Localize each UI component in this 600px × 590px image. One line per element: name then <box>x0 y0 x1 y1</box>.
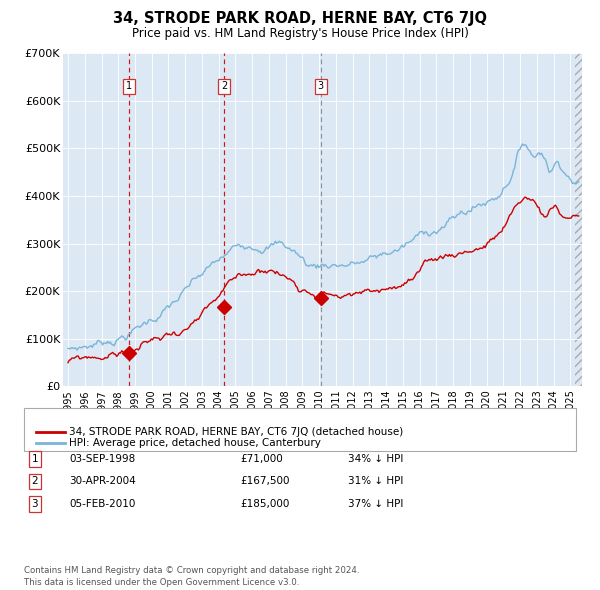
Text: £167,500: £167,500 <box>240 477 290 486</box>
Text: £71,000: £71,000 <box>240 454 283 464</box>
Text: 30-APR-2004: 30-APR-2004 <box>69 477 136 486</box>
Text: 34, STRODE PARK ROAD, HERNE BAY, CT6 7JQ (detached house): 34, STRODE PARK ROAD, HERNE BAY, CT6 7JQ… <box>69 427 403 437</box>
Text: 2: 2 <box>221 81 227 91</box>
Text: 34% ↓ HPI: 34% ↓ HPI <box>348 454 403 464</box>
Text: 31% ↓ HPI: 31% ↓ HPI <box>348 477 403 486</box>
Text: Price paid vs. HM Land Registry's House Price Index (HPI): Price paid vs. HM Land Registry's House … <box>131 27 469 40</box>
Text: 34, STRODE PARK ROAD, HERNE BAY, CT6 7JQ: 34, STRODE PARK ROAD, HERNE BAY, CT6 7JQ <box>113 11 487 27</box>
Text: 2: 2 <box>31 477 38 486</box>
Text: 03-SEP-1998: 03-SEP-1998 <box>69 454 135 464</box>
Text: 05-FEB-2010: 05-FEB-2010 <box>69 499 136 509</box>
Text: 1: 1 <box>127 81 133 91</box>
Text: 3: 3 <box>31 499 38 509</box>
Text: Contains HM Land Registry data © Crown copyright and database right 2024.
This d: Contains HM Land Registry data © Crown c… <box>24 566 359 587</box>
Text: 37% ↓ HPI: 37% ↓ HPI <box>348 499 403 509</box>
Text: HPI: Average price, detached house, Canterbury: HPI: Average price, detached house, Cant… <box>69 438 321 447</box>
Text: £185,000: £185,000 <box>240 499 289 509</box>
Text: 3: 3 <box>317 81 324 91</box>
Text: 1: 1 <box>31 454 38 464</box>
